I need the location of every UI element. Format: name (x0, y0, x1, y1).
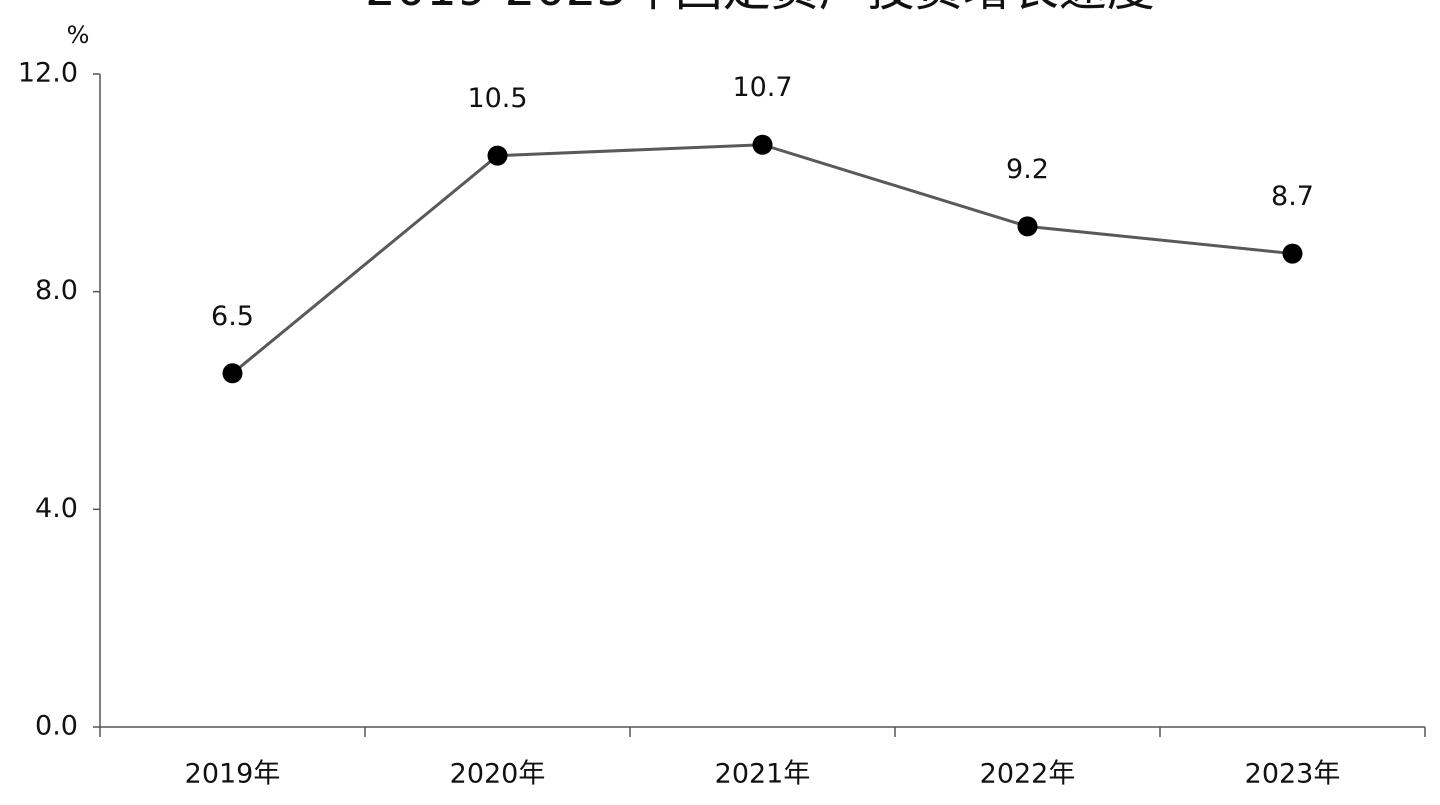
data-label: 6.5 (211, 301, 254, 332)
data-label: 9.2 (1006, 154, 1049, 185)
y-tick-label: 12.0 (18, 58, 78, 89)
point (222, 363, 243, 384)
y-tick-label: 8.0 (35, 275, 78, 306)
x-tick-label: 2022年 (980, 759, 1076, 790)
data-label: 10.7 (732, 72, 792, 103)
y-tick-label: 0.0 (35, 711, 78, 742)
data-label: 10.5 (467, 83, 527, 114)
x-tick-label: 2019年 (185, 759, 281, 790)
point (1282, 243, 1303, 264)
x-tick-label: 2023年 (1245, 759, 1341, 790)
chart-title: 2019-2023年固定资产投资增长速度 (365, 0, 1155, 17)
x-tick-label: 2021年 (715, 759, 811, 790)
y-tick-label: 4.0 (35, 493, 78, 524)
x-tick-label: 2020年 (450, 759, 546, 790)
point (487, 145, 508, 166)
point (1017, 216, 1038, 237)
y-unit: % (67, 21, 90, 49)
line (231, 143, 1293, 375)
data-label: 8.7 (1271, 181, 1314, 212)
point (752, 134, 773, 155)
